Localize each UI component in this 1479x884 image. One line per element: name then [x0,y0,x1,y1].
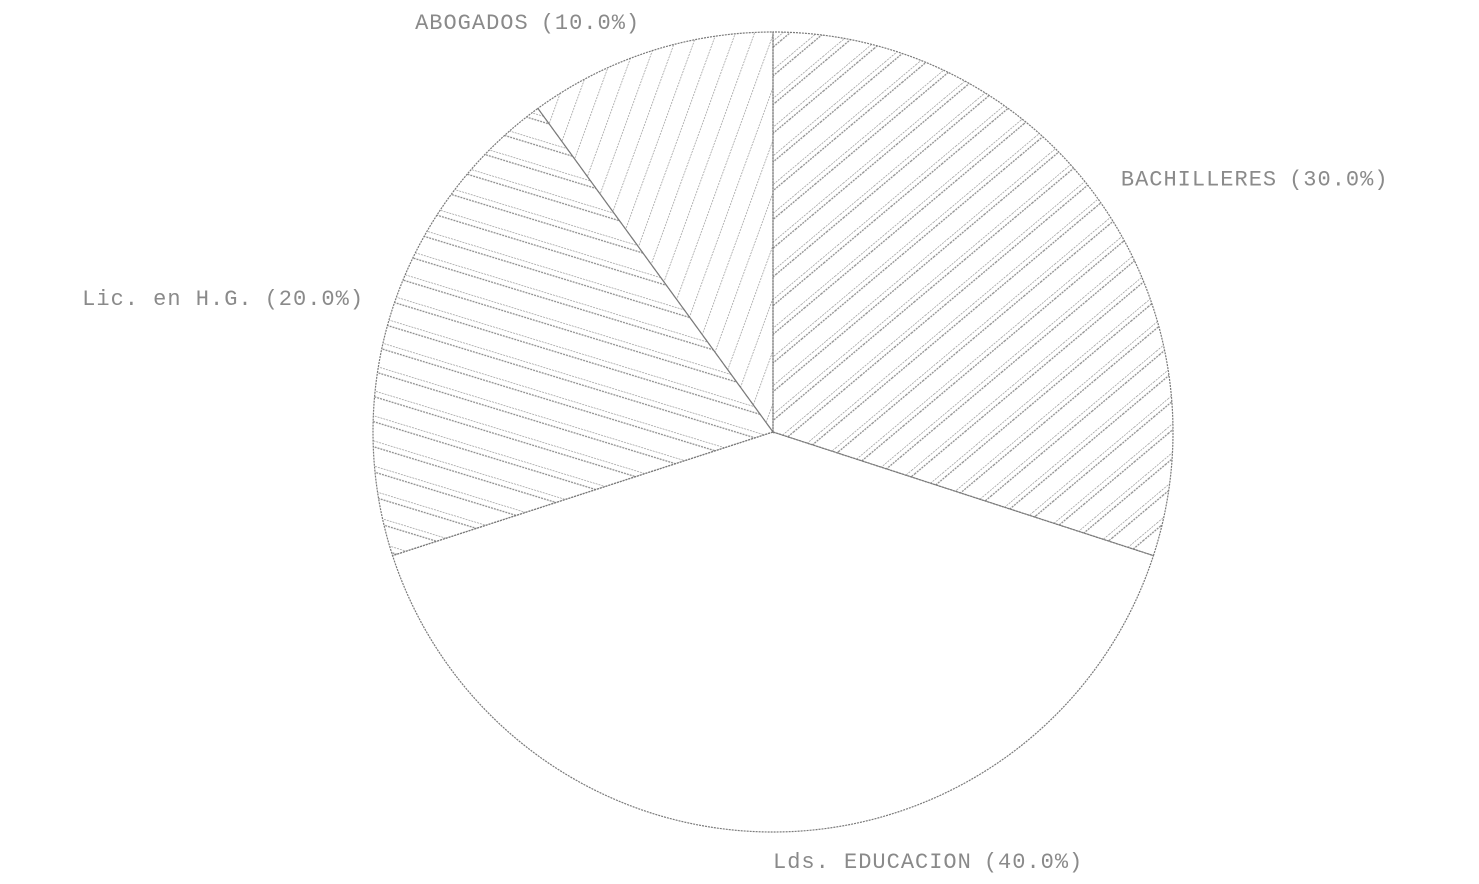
value-label: (40.0%) [984,850,1083,875]
value-label: (30.0%) [1289,167,1388,192]
value-label: (20.0%) [265,287,364,312]
pie-slice [772,31,1174,557]
slice-label: ABOGADOS (10.0%) [415,11,640,36]
category-label: Lic. en H.G. [82,287,252,312]
pie-slice [391,431,1155,833]
pie-slice [537,31,774,434]
slice-label: Lic. en H.G. (20.0%) [82,287,364,312]
category-label: ABOGADOS [415,11,529,36]
slice-label: BACHILLERES (30.0%) [1121,167,1389,192]
pie-slice [372,107,774,557]
category-label: BACHILLERES [1121,167,1277,192]
slice-label: Lds. EDUCACION (40.0%) [773,850,1083,875]
category-label: Lds. EDUCACION [773,850,972,875]
value-label: (10.0%) [541,11,640,36]
